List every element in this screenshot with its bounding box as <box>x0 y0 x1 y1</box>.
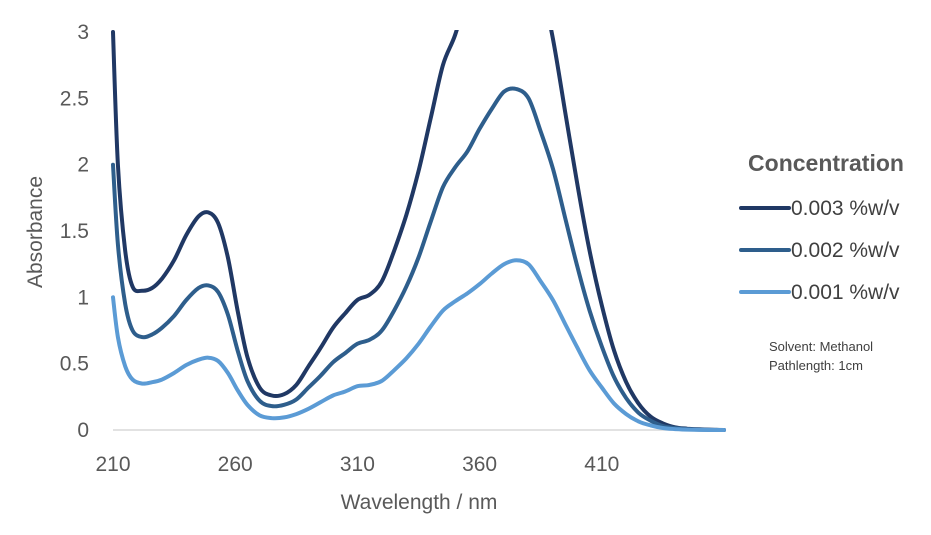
x-tick-label: 410 <box>584 453 619 476</box>
series-line-3 <box>111 258 726 432</box>
y-tick-label: 1 <box>77 286 89 309</box>
pathlength-note: Pathlength: 1cm <box>769 358 863 373</box>
solvent-note: Solvent: Methanol <box>769 339 873 354</box>
legend: Concentration 0.003 %w/v 0.002 %w/v 0.001 … <box>739 150 904 304</box>
series-line-2 <box>111 86 726 432</box>
y-tick-label: 0 <box>77 419 89 442</box>
x-axis-title: Wavelength / nm <box>341 491 498 514</box>
y-axis-ticks: 0 0.5 1 1.5 2 2.5 3 <box>60 21 89 442</box>
x-axis-ticks: 210 260 310 360 410 <box>95 453 619 476</box>
legend-title: Concentration <box>748 150 904 176</box>
legend-label-3: 0.001 %w/v <box>791 281 900 304</box>
legend-label-1: 0.003 %w/v <box>791 197 900 220</box>
y-tick-label: 2.5 <box>60 87 89 110</box>
y-tick-label: 0.5 <box>60 353 89 376</box>
legend-label-2: 0.002 %w/v <box>791 239 900 262</box>
x-tick-label: 360 <box>462 453 497 476</box>
series-lines <box>111 30 726 432</box>
x-tick-label: 310 <box>340 453 375 476</box>
y-tick-label: 1.5 <box>60 220 89 243</box>
y-axis-title: Absorbance <box>24 176 47 288</box>
x-tick-label: 260 <box>218 453 253 476</box>
x-tick-label: 210 <box>95 453 130 476</box>
y-tick-label: 3 <box>77 21 89 44</box>
series-line-1 <box>111 30 726 432</box>
y-tick-label: 2 <box>77 154 89 177</box>
